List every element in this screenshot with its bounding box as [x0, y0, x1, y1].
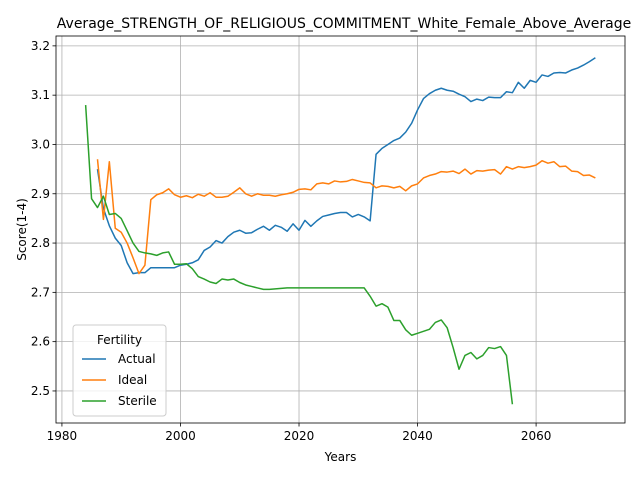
x-axis-label: Years: [324, 450, 357, 464]
y-axis-label: Score(1-4): [15, 198, 29, 261]
y-tick-label: 2.5: [31, 384, 50, 398]
legend: Fertility Actual Ideal Sterile: [72, 324, 167, 417]
y-tick-label: 2.9: [31, 187, 50, 201]
y-tick-label: 2.7: [31, 285, 50, 299]
plot-frame: [55, 35, 626, 424]
series-line-ideal: [96, 159, 596, 275]
y-tick-label: 3.2: [31, 39, 50, 53]
legend-title: Fertility: [97, 333, 142, 347]
x-tick-label: 1980: [47, 429, 78, 443]
chart-title: Average_STRENGTH_OF_RELIGIOUS_COMMITMENT…: [57, 16, 631, 32]
legend-label-sterile: Sterile: [118, 394, 157, 408]
x-tick-label: 2000: [165, 429, 196, 443]
axis-ticks: 1980 2000 2020 2040 2060 2.5 2.6 2.7 2.8 2.9 3.0 3.…: [31, 39, 551, 443]
series-lines: [84, 57, 596, 405]
y-tick-label: 2.6: [31, 335, 50, 349]
series-line-actual: [96, 57, 596, 275]
y-tick-label: 2.8: [31, 236, 50, 250]
x-tick-label: 2040: [402, 429, 433, 443]
series-line-sterile: [84, 104, 514, 405]
y-tick-label: 3.1: [31, 88, 50, 102]
x-tick-label: 2060: [521, 429, 552, 443]
legend-label-ideal: Ideal: [118, 373, 147, 387]
x-tick-label: 2020: [284, 429, 315, 443]
y-tick-label: 3.0: [31, 137, 50, 151]
legend-box: [72, 324, 167, 417]
legend-label-actual: Actual: [118, 352, 156, 366]
